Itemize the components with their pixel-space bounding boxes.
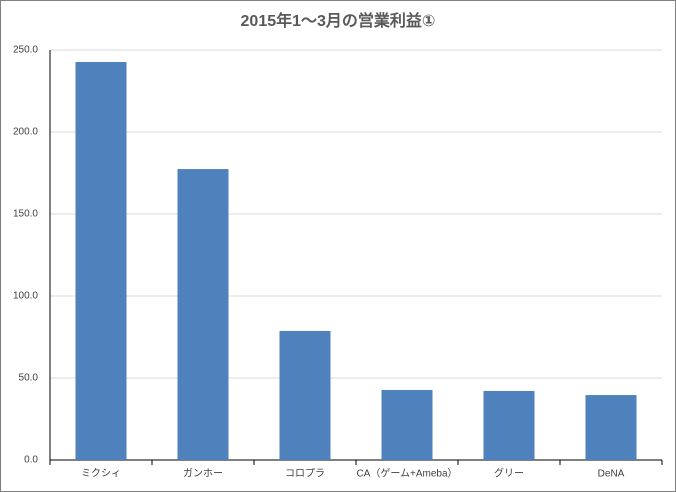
chart-title: 2015年1～3月の営業利益①	[241, 11, 436, 30]
bar	[75, 61, 127, 461]
x-tick-label: グリー	[494, 467, 524, 480]
y-tick-label: 0.0	[24, 455, 38, 466]
bar	[585, 395, 637, 460]
bar	[381, 389, 433, 460]
bar	[279, 330, 331, 460]
x-tick-label: ガンホー	[183, 468, 223, 480]
x-tick-label: ミクシィ	[81, 468, 121, 480]
bar	[177, 169, 229, 460]
y-tick-label: 100.0	[13, 291, 38, 302]
y-tick-label: 200.0	[13, 127, 38, 138]
y-tick-label: 250.0	[13, 45, 38, 56]
y-tick-label: 150.0	[13, 209, 38, 220]
x-tick-label: コロプラ	[285, 468, 325, 480]
bar	[483, 390, 535, 460]
x-tick-label: CA（ゲーム+Ameba）	[356, 468, 457, 480]
y-tick-label: 50.0	[19, 373, 39, 384]
x-tick-label: DeNA	[598, 469, 625, 480]
